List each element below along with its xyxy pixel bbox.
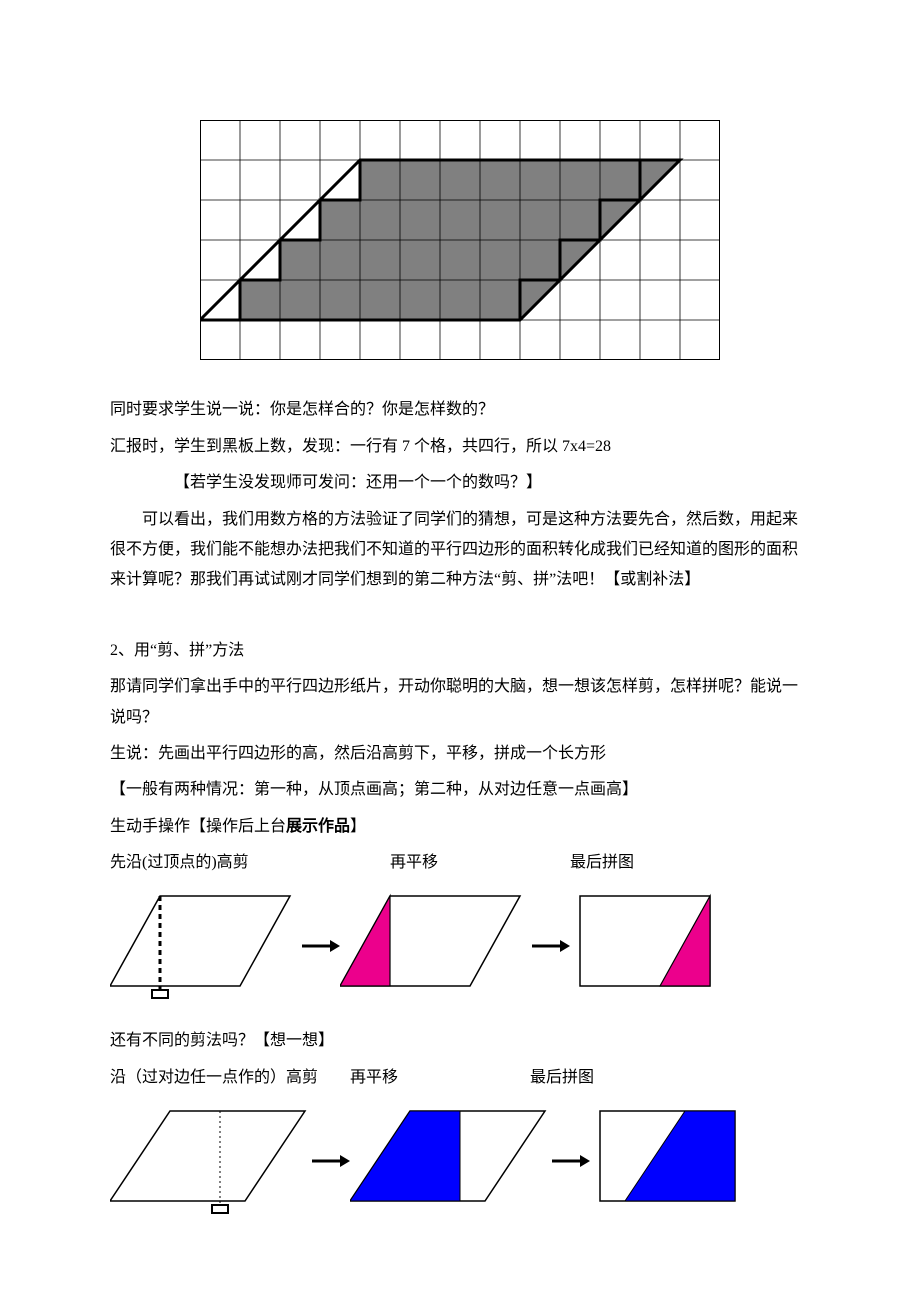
shape-1-parallelogram	[110, 886, 300, 1006]
document-page: 同时要求学生说一说：你是怎样合的？你是怎样数的？ 汇报时，学生到黑板上数，发现：…	[0, 0, 920, 1297]
para-3: 【若学生没发现师可发问：还用一个一个的数吗？】	[110, 468, 810, 498]
para-5: 2、用“剪、拼”方法	[110, 636, 810, 666]
shape-2-rect	[590, 1101, 760, 1221]
labels-row-1: 先沿(过顶点的)高剪 再平移 最后拼图	[110, 848, 810, 878]
diagram-row-2	[110, 1101, 810, 1221]
diagram-row-1	[110, 886, 810, 1006]
para-10: 还有不同的剪法吗？【想一想】	[110, 1026, 810, 1056]
para-6: 那请同学们拿出手中的平行四边形纸片，开动你聪明的大脑，想一想该怎样剪，怎样拼呢？…	[110, 672, 810, 733]
arrow-2b	[550, 1151, 590, 1171]
shape-1-translate	[340, 886, 530, 1006]
arrow-1b	[530, 936, 570, 956]
para-4: 可以看出，我们用数方格的方法验证了同学们的猜想，可是这种方法要先合，然后数，用起…	[110, 505, 810, 596]
labels-row-2: 沿（过对边任一点作的）高剪 再平移 最后拼图	[110, 1063, 810, 1093]
arrow-2a	[310, 1151, 350, 1171]
label-2b: 再平移	[350, 1063, 530, 1093]
grid-diagram-wrap	[110, 120, 810, 371]
para-9b: 展示作品	[286, 818, 350, 835]
shape-2-parallelogram	[110, 1101, 310, 1221]
shape-2-translate	[350, 1101, 550, 1221]
para-9: 生动手操作【操作后上台展示作品】	[110, 812, 810, 842]
para-9c: 】	[350, 818, 366, 835]
para-2: 汇报时，学生到黑板上数，发现：一行有 7 个格，共四行，所以 7x4=28	[110, 432, 810, 462]
para-9a: 生动手操作【操作后上台	[110, 818, 286, 835]
para-1: 同时要求学生说一说：你是怎样合的？你是怎样数的？	[110, 395, 810, 425]
arrow-1a	[300, 936, 340, 956]
label-1b: 再平移	[390, 848, 570, 878]
label-2a: 沿（过对边任一点作的）高剪	[110, 1063, 350, 1093]
label-1a: 先沿(过顶点的)高剪	[110, 848, 390, 878]
para-8: 【一般有两种情况：第一种，从顶点画高；第二种，从对边任意一点画高】	[110, 775, 810, 805]
shape-1-rect	[570, 886, 730, 1006]
para-7: 生说：先画出平行四边形的高，然后沿高剪下，平移，拼成一个长方形	[110, 739, 810, 769]
label-2c: 最后拼图	[530, 1063, 594, 1093]
label-1c: 最后拼图	[570, 848, 634, 878]
grid-svg	[200, 120, 720, 360]
grid-diagram	[200, 120, 720, 371]
